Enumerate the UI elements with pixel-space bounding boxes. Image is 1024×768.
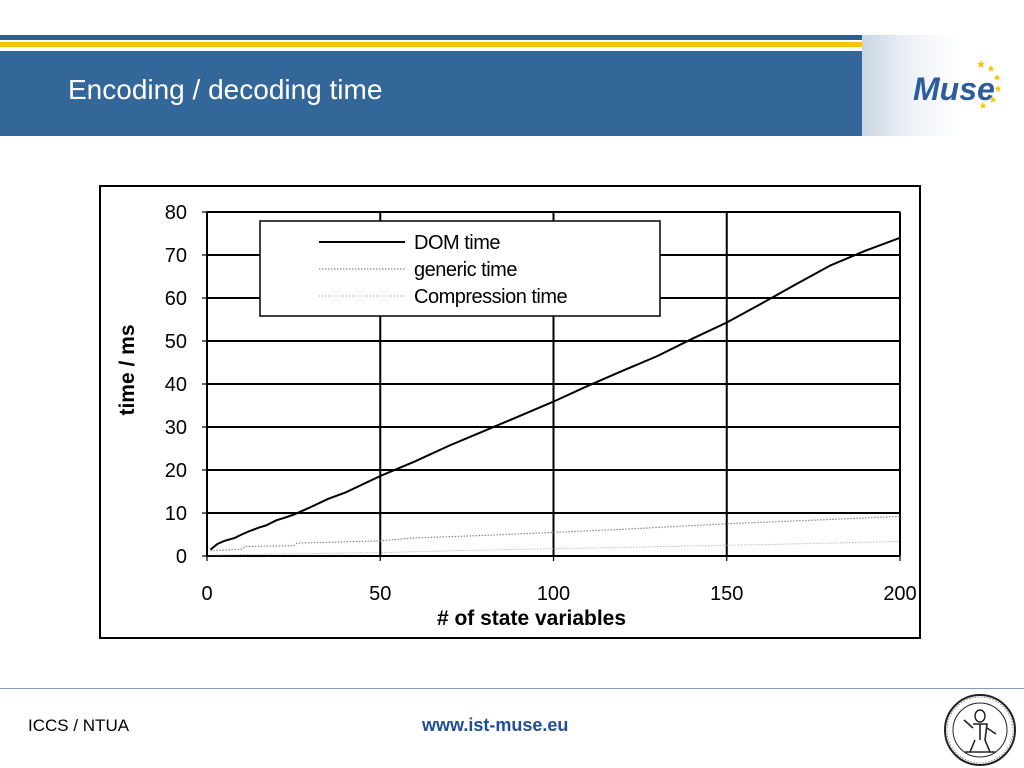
header-band — [0, 51, 862, 136]
slide-title: Encoding / decoding time — [68, 74, 383, 105]
footer-website-link[interactable]: www.ist-muse.eu — [422, 715, 569, 735]
y-tick-label: 0 — [176, 546, 187, 568]
legend-box — [259, 220, 661, 317]
footer-organization: ICCS / NTUA — [28, 716, 130, 735]
header-fade — [862, 35, 1024, 136]
y-tick-label: 20 — [165, 460, 187, 482]
x-axis-title: # of state variables — [437, 607, 626, 630]
muse-logo-text: Muse — [913, 71, 995, 107]
muse-logo: Muse — [913, 60, 1002, 109]
y-tick-label: 50 — [165, 331, 187, 353]
university-seal — [944, 694, 1016, 766]
footer-divider — [0, 688, 1024, 689]
y-tick-label: 40 — [165, 374, 187, 396]
legend-label-0: DOM time — [414, 232, 500, 254]
legend-label-1: generic time — [414, 259, 517, 281]
y-tick-label: 10 — [165, 503, 187, 525]
y-tick-label: 70 — [165, 245, 187, 267]
y-tick-label: 60 — [165, 288, 187, 310]
chart-frame: 0 10 20 30 40 50 60 70 80 0 50 100 150 200 # of state … — [99, 185, 921, 639]
y-tick-label: 30 — [165, 417, 187, 439]
x-tick-label: 0 — [201, 583, 212, 605]
header-stripe-blue — [0, 35, 875, 40]
x-tick-label: 200 — [883, 583, 916, 605]
x-tick-label: 150 — [710, 583, 743, 605]
x-tick-label: 50 — [369, 583, 391, 605]
series-line-0 — [209, 236, 901, 551]
line-chart: 0 10 20 30 40 50 60 70 80 0 50 100 150 200 # of state … — [116, 202, 917, 630]
header-stripe-gold — [0, 42, 875, 47]
x-tick-label: 100 — [537, 583, 570, 605]
logo-stars — [976, 60, 1002, 109]
legend-label-2: Compression time — [414, 286, 568, 308]
y-tick-label: 80 — [165, 202, 187, 224]
y-axis-title: time / ms — [116, 324, 139, 415]
